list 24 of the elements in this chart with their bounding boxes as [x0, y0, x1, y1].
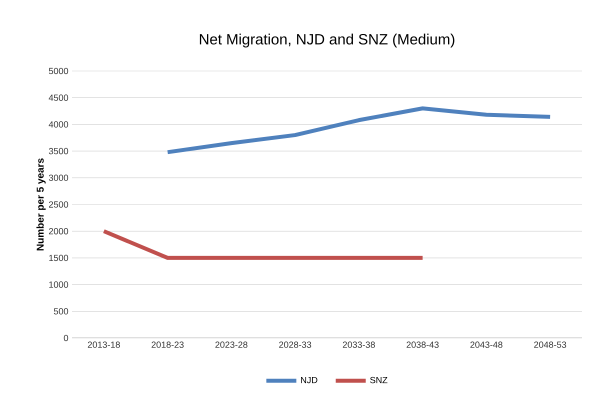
x-tick-label: 2018-23 [152, 342, 184, 348]
y-tick-label: 3000 [48, 174, 68, 181]
y-tick-label: 4000 [48, 121, 68, 128]
legend-label: NJD [301, 376, 318, 384]
y-tick-label: 2500 [48, 201, 68, 208]
y-tick-label: 1000 [49, 281, 68, 288]
y-tick-label: 500 [54, 308, 68, 314]
y-tick-label: 4500 [48, 94, 68, 101]
y-axis-title: Number per 5 years [36, 158, 46, 250]
x-tick-label: 2028-33 [279, 342, 312, 348]
x-tick-label: 2023-28 [215, 342, 248, 348]
x-tick-label: 2033-38 [342, 342, 375, 348]
x-tick-label: 2013-18 [88, 342, 120, 348]
x-tick-label: 2043-48 [470, 342, 502, 348]
chart-title: Net Migration, NJD and SNZ (Medium) [200, 34, 454, 48]
y-tick-label: 2000 [48, 228, 68, 234]
y-tick-label: 3500 [48, 148, 68, 154]
x-tick-label: 2038-43 [406, 342, 439, 348]
y-tick-label: 5000 [48, 68, 68, 74]
line-series [166, 106, 552, 154]
y-tick-label: 1500 [49, 254, 68, 262]
y-tick-label: 0 [64, 334, 68, 342]
legend-label: SNZ [370, 376, 388, 384]
x-tick-label: 2048-53 [534, 342, 566, 348]
